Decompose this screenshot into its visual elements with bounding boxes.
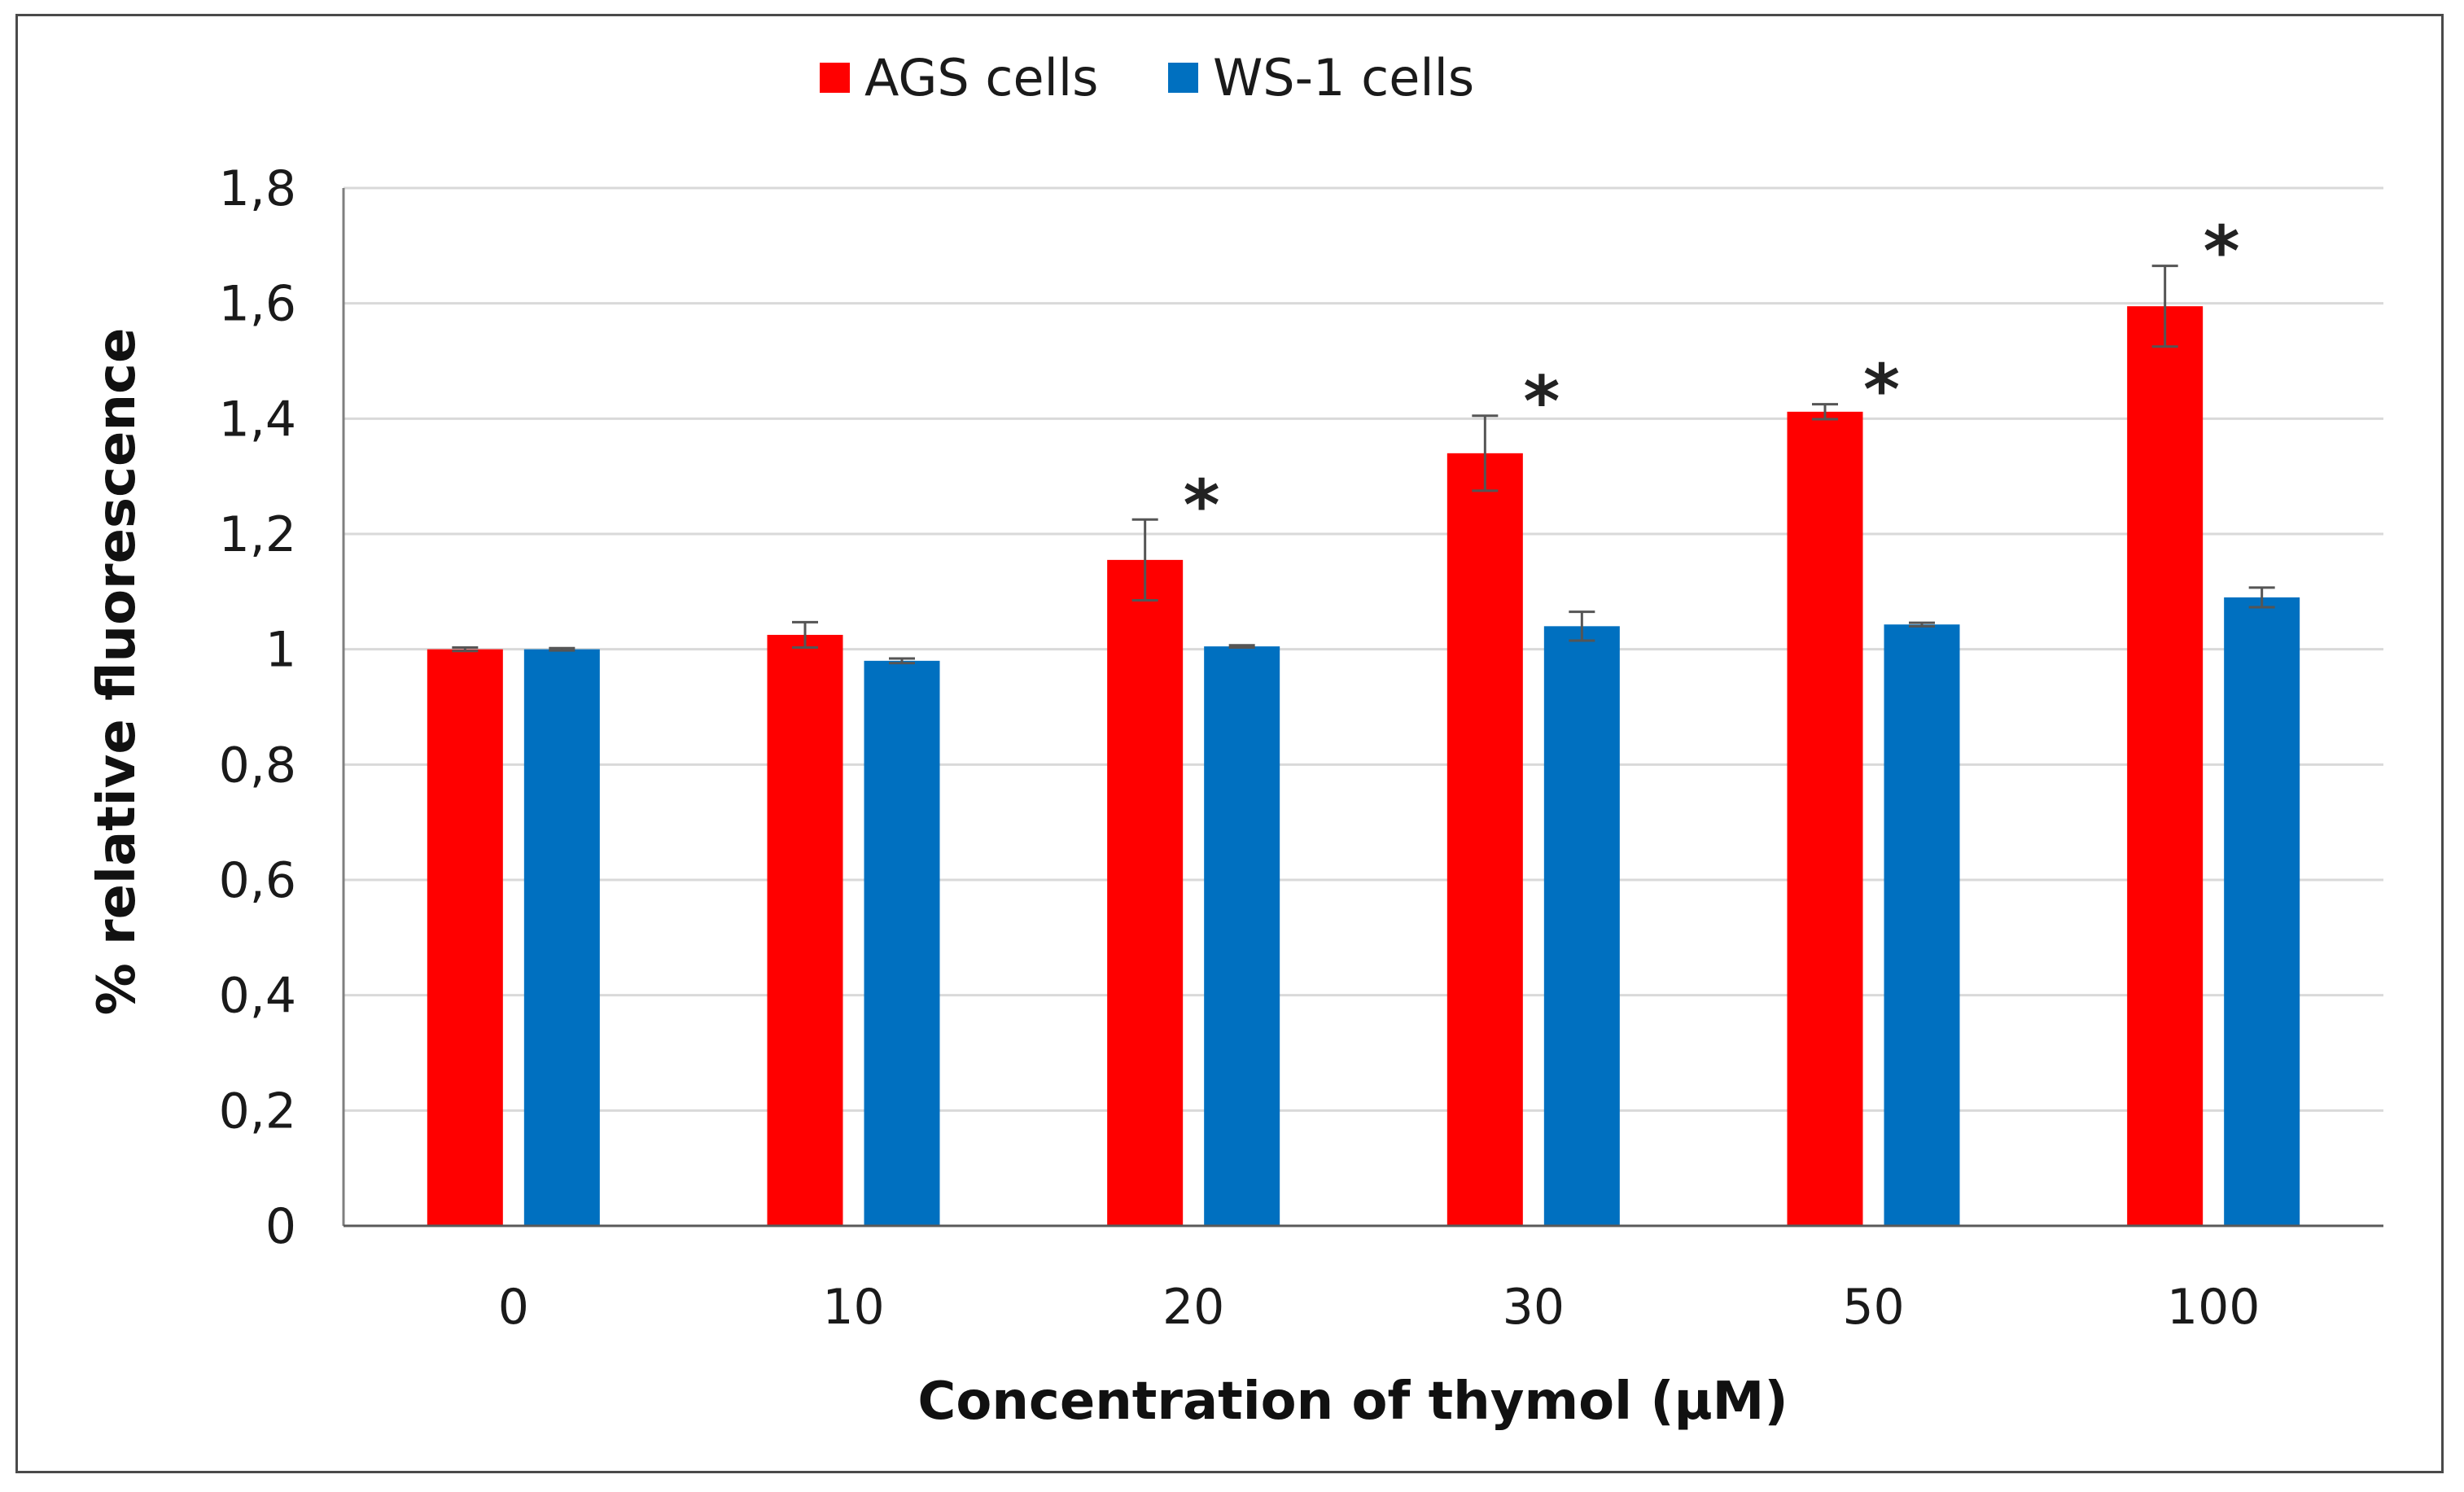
legend-swatch (820, 63, 850, 93)
y-tick-label: 0 (265, 1198, 296, 1255)
legend-item-ags: AGS cells (820, 48, 1098, 107)
error-bar-ags-30 (1472, 414, 1499, 492)
error-bar-ws1-10 (889, 657, 915, 665)
bar-ags-30 (1446, 453, 1523, 1226)
error-bar-ags-0 (452, 646, 479, 653)
error-bar-ws1-0 (549, 646, 576, 652)
y-tick-label: 1,2 (219, 506, 296, 563)
y-tick-labels: 0 0,2 0,4 0,6 0,8 1 1,2 1,4 1,6 1,8 (219, 160, 296, 1255)
error-bar-ags-50 (1812, 403, 1838, 421)
bar-ws1-10 (864, 660, 940, 1226)
y-tick-label: 1 (265, 622, 296, 679)
bar-chart: 00,20,40,60,811,21,41,61,8 0 10 20 30 50 100 … (87, 48, 2383, 1432)
y-tick-label: 1,4 (219, 391, 296, 448)
bar-ags-50 (1787, 411, 1863, 1226)
error-bar-ws1-50 (1909, 621, 1935, 628)
legend: AGS cells WS-1 cells (820, 48, 1474, 107)
significance-asterisk: * (2204, 212, 2240, 293)
y-axis-title: % relative fluorescence (87, 328, 147, 1016)
significance-asterisk: * (1863, 350, 1900, 431)
legend-swatch (1168, 63, 1198, 93)
bar-ws1-50 (1884, 624, 1960, 1226)
x-tick-labels: 0 10 20 30 50 100 (498, 1279, 2260, 1336)
error-bar-ws1-20 (1228, 644, 1255, 650)
legend-item-ws1: WS-1 cells (1168, 48, 1474, 107)
y-tick-label: 1,8 (219, 160, 296, 217)
error-bar-ws1-30 (1569, 610, 1595, 642)
bar-ags-0 (427, 649, 503, 1226)
y-tick-label: 0,8 (219, 737, 296, 794)
x-tick-label: 0 (498, 1279, 529, 1336)
error-bars (452, 265, 2275, 665)
x-tick-label: 20 (1162, 1279, 1224, 1336)
axes (342, 188, 2383, 1227)
x-tick-label: 10 (822, 1279, 884, 1336)
bar-ags-100 (2127, 306, 2204, 1226)
y-tick-label: 0,4 (219, 968, 296, 1025)
error-bar-ws1-100 (2248, 586, 2275, 609)
x-axis-title: Concentration of thymol (µM) (917, 1372, 1788, 1432)
bar-ws1-0 (523, 649, 600, 1226)
legend-label: AGS cells (864, 48, 1098, 107)
significance-markers: * * * * (1184, 212, 2240, 547)
significance-asterisk: * (1184, 465, 1220, 546)
gridlines (344, 186, 2383, 1112)
y-tick-label: 0,2 (219, 1083, 296, 1140)
bar-ws1-100 (2224, 597, 2300, 1226)
error-bar-ags-10 (792, 620, 818, 650)
error-bar-ags-20 (1131, 518, 1158, 602)
y-tick-label: 0,6 (219, 852, 296, 909)
bar-ws1-30 (1543, 626, 1620, 1226)
bar-ws1-20 (1204, 646, 1280, 1226)
bars (427, 306, 2300, 1226)
x-tick-label: 50 (1842, 1279, 1904, 1336)
significance-asterisk: * (1523, 361, 1560, 443)
legend-label: WS-1 cells (1213, 48, 1474, 107)
bar-ags-10 (767, 634, 843, 1226)
chart-frame: 0 0,2 0,4 0,6 0,8 1 1,2 1,4 1,6 1,8 0 10 20 30 50 100 … (15, 14, 2444, 1473)
y-tick-label: 1,6 (219, 276, 296, 333)
x-tick-label: 30 (1503, 1279, 1565, 1336)
bar-ags-20 (1107, 559, 1184, 1226)
error-bar-ags-100 (2151, 265, 2178, 348)
x-tick-label: 100 (2167, 1279, 2260, 1336)
